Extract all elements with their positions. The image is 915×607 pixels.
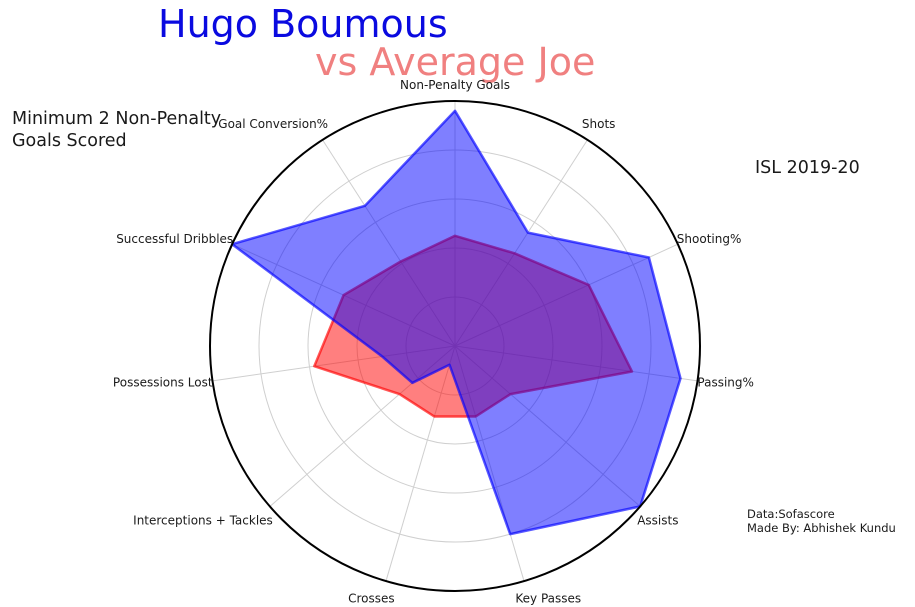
series-polygon-player [230, 109, 682, 536]
season-label: ISL 2019-20 [755, 158, 860, 178]
axis-label: Key Passes [515, 592, 581, 606]
axis-label: Possessions Lost [113, 376, 213, 390]
chart-title-player: Hugo Boumous [158, 2, 448, 46]
axis-label: Assists [637, 513, 678, 527]
axis-label: Shooting% [677, 232, 742, 246]
chart-title-comparison: vs Average Joe [315, 40, 596, 84]
axis-label: Shots [582, 117, 616, 131]
filter-note: Minimum 2 Non-Penalty Goals Scored [12, 108, 221, 152]
filter-note-line-1: Minimum 2 Non-Penalty [12, 109, 222, 129]
axis-label: Goal Conversion% [218, 117, 328, 131]
axis-label: Successful Dribbles [116, 232, 233, 246]
credits-author: Made By: Abhishek Kundu [747, 521, 896, 535]
axis-label: Passing% [697, 376, 754, 390]
radar-series [230, 109, 682, 536]
filter-note-line-2: Goals Scored [12, 131, 127, 151]
radar-outer-ring [209, 100, 701, 592]
axis-label: Interceptions + Tackles [133, 513, 273, 527]
axis-label: Non-Penalty Goals [400, 78, 510, 92]
axis-label: Crosses [348, 592, 395, 606]
radar-outline [209, 100, 701, 592]
credits-data-source: Data:Sofascore [747, 507, 835, 521]
radar-axis-labels: Non-Penalty Goals Shots Shooting% Passing% A… [113, 78, 754, 606]
credits: Data:Sofascore Made By: Abhishek Kundu [747, 507, 896, 535]
